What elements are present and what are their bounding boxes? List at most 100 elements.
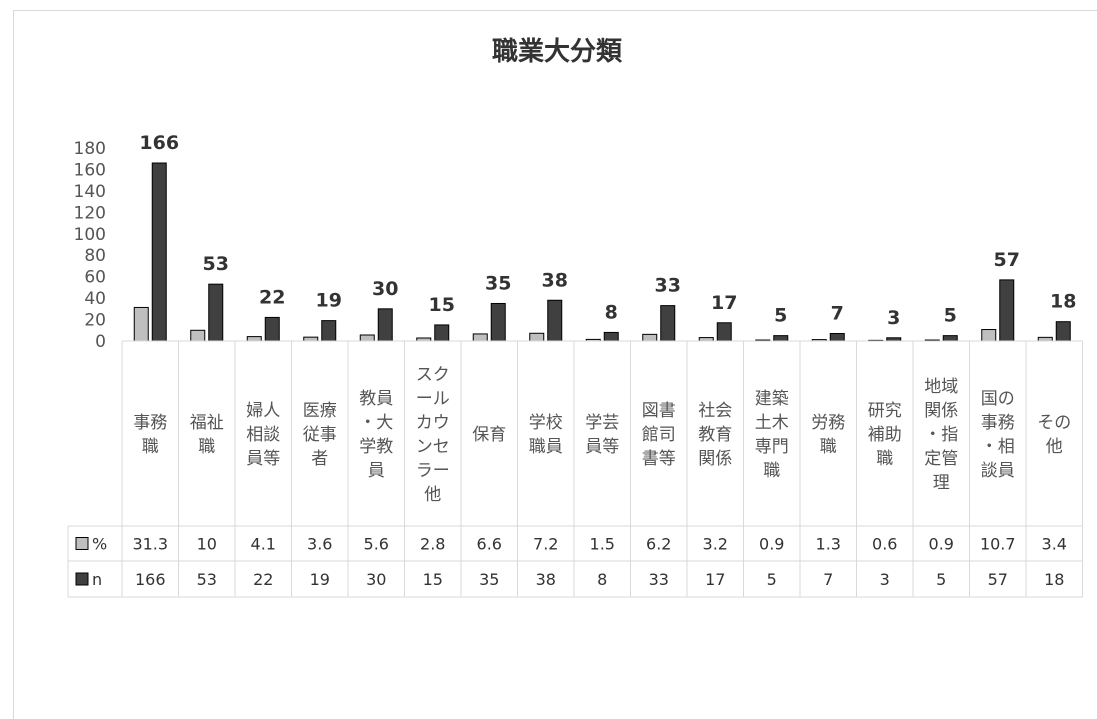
bar-n [942,335,958,342]
table-cell: 1.3 [816,535,841,554]
category-label: 医療従事者 [303,401,337,469]
data-label: 22 [259,286,285,308]
bar-n [773,335,789,342]
category-label: 保育 [472,425,506,445]
data-label: 57 [994,249,1020,271]
category-label: 地域関係・指定管理 [924,377,958,493]
data-label: 3 [887,307,900,329]
bar-n [151,162,167,342]
table-cell: 30 [366,570,386,589]
table-cell: 3 [880,570,890,589]
table-cell: 17 [705,570,725,589]
bar-n [377,308,393,342]
data-label: 33 [655,275,681,297]
y-tick-label: 180 [74,139,106,159]
data-label: 53 [203,253,229,275]
bar-percent [472,333,488,342]
table-cell: 3.6 [307,535,332,554]
bar-percent [1037,336,1053,342]
table-cell: 5 [767,570,777,589]
table-cell: 3.4 [1042,535,1067,554]
y-tick-label: 0 [95,332,106,352]
category-label: 図書館司書等 [642,401,676,469]
data-label: 19 [316,290,342,312]
data-label: 38 [542,269,568,291]
table-cell: 15 [423,570,443,589]
y-tick-label: 80 [84,246,106,266]
data-label: 35 [485,272,511,294]
bar-n [321,320,337,342]
y-tick-label: 140 [74,182,106,202]
data-label: 8 [605,301,618,323]
bars [133,162,1071,342]
table-cell: 18 [1044,570,1064,589]
category-label: 学校職員 [529,413,563,457]
table-cell: 6.2 [646,535,671,554]
data-label: 15 [429,294,455,316]
table-cell: 1.5 [590,535,615,554]
table-cell: 22 [253,570,273,589]
table-cell: 3.2 [703,535,728,554]
table-cell: 57 [988,570,1008,589]
category-label: 建築土木専門職 [755,389,789,481]
bar-n [829,332,845,342]
y-tick-label: 120 [74,203,106,223]
bar-percent [133,306,149,342]
category-label: 教員・大学教員 [359,389,393,481]
bar-percent [246,336,262,342]
bar-percent [698,337,714,342]
category-label: 社会教育関係 [698,401,732,469]
table-cell: 5 [936,570,946,589]
table-cell: 8 [597,570,607,589]
table-cell: 19 [310,570,330,589]
table-cell: 7.2 [533,535,558,554]
bar-percent [303,336,319,342]
bar-n [490,302,506,342]
data-label: 5 [944,305,957,327]
data-label: 5 [774,305,787,327]
data-label: 166 [139,132,179,154]
y-tick-label: 100 [74,225,106,245]
category-label: 事務職 [133,413,167,457]
bar-n [434,324,450,342]
table-cell: 10 [197,535,217,554]
bar-percent [529,332,545,342]
bar-n [716,322,732,342]
category-label: 労務職 [811,413,845,457]
y-tick-label: 40 [84,289,106,309]
bar-n [264,316,280,342]
data-label: 30 [372,278,398,300]
bar-n [547,299,563,342]
y-tick-label: 60 [84,268,106,288]
category-label: 研究補助職 [868,401,902,469]
legend-label: n [92,570,102,589]
table-cell: 7 [823,570,833,589]
category-label: 婦人相談員等 [246,401,280,469]
category-label: 学芸員等 [585,413,619,457]
bar-percent [359,334,375,342]
table-cell: 6.6 [477,535,502,554]
bar-n [208,283,224,342]
chart-frame [13,10,1097,719]
legend-swatch [75,537,89,550]
bar-n [660,305,676,342]
table-cell: 31.3 [132,535,168,554]
bar-percent [642,333,658,342]
data-label: 18 [1050,291,1076,313]
table-cell: 5.6 [364,535,389,554]
table-cell: 0.9 [929,535,954,554]
table-cell: 38 [536,570,556,589]
y-tick-label: 20 [84,311,106,331]
legend-label: % [92,535,107,554]
category-label: その他 [1037,413,1071,457]
table-cell: 166 [135,570,166,589]
table-cell: 53 [197,570,217,589]
category-label: スクールカウンセラー他 [416,365,450,505]
bar-percent [190,329,206,342]
chart-title: 職業大分類 [492,37,623,67]
bar-percent [981,329,997,342]
